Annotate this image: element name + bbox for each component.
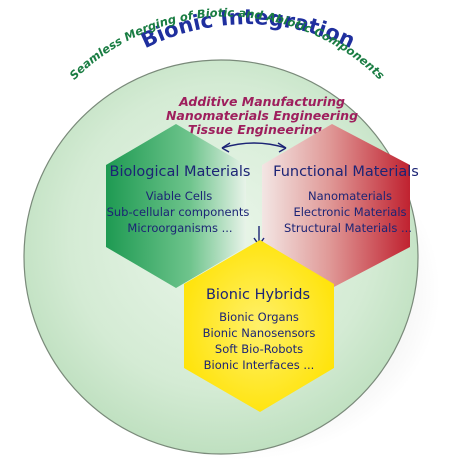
functional-materials-hexagon xyxy=(262,124,410,288)
bidirectional-arrow-icon xyxy=(221,142,287,153)
functional-item: Structural Materials ... xyxy=(284,221,412,235)
hybrids-item: Bionic Organs xyxy=(219,310,299,324)
biological-materials-hexagon xyxy=(106,124,246,288)
functional-item: Nanomaterials xyxy=(308,189,392,203)
functional-item: Electronic Materials xyxy=(293,205,406,219)
bionic-hybrids-hexagon xyxy=(184,240,334,412)
bionic-hybrids-heading: Bionic Hybrids xyxy=(206,287,310,303)
hybrids-item: Bionic Nanosensors xyxy=(203,326,316,340)
method-nanomaterials-engineering: Nanomaterials Engineering xyxy=(166,108,358,123)
functional-materials-heading: Functional Materials xyxy=(273,164,419,180)
method-tissue-engineering: Tissue Engineering xyxy=(188,122,322,137)
biological-materials-heading: Biological Materials xyxy=(110,164,251,180)
biological-item: Microorganisms ... xyxy=(127,221,232,235)
biological-item: Viable Cells xyxy=(146,189,213,203)
method-additive-manufacturing: Additive Manufacturing xyxy=(178,94,345,109)
hybrids-item: Bionic Interfaces ... xyxy=(204,358,315,372)
hybrids-item: Soft Bio-Robots xyxy=(215,342,303,356)
biological-item: Sub-cellular components xyxy=(107,205,250,219)
